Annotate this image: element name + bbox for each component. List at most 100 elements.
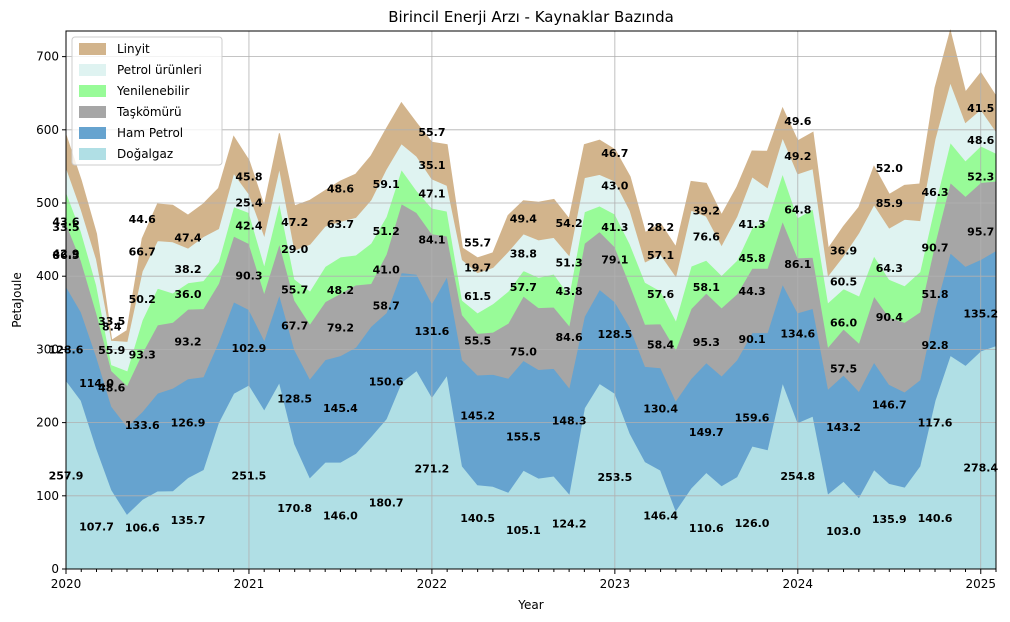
- data-label: 93.3: [129, 349, 156, 362]
- data-label: 46.3: [921, 186, 948, 199]
- data-label: 146.4: [643, 510, 678, 523]
- data-label: 155.5: [506, 431, 541, 444]
- data-label: 49.4: [510, 212, 537, 225]
- data-label: 103.0: [826, 525, 861, 538]
- legend: Linyit Petrol ürünleri Yenilenebilir Taşköm…: [71, 36, 223, 166]
- data-label: 55.7: [464, 237, 491, 250]
- data-label: 25.4: [235, 196, 262, 209]
- data-label: 146.0: [323, 510, 358, 523]
- x-axis-label: Year: [517, 598, 543, 612]
- data-label: 64.3: [876, 262, 903, 275]
- data-label: 105.1: [506, 524, 541, 537]
- x-tick-label: 2021: [234, 577, 265, 591]
- data-label: 33.5: [98, 315, 125, 328]
- data-label: 124.2: [552, 518, 587, 531]
- x-tick-label: 2024: [783, 577, 814, 591]
- data-label: 42.4: [235, 220, 262, 233]
- data-label: 254.8: [780, 470, 815, 483]
- data-labels-group: 43.633.542.986.5128.6257.9114.0107.748.6…: [49, 102, 999, 538]
- legend-label: Ham Petrol: [117, 126, 183, 140]
- data-label: 63.7: [327, 218, 354, 231]
- y-axis-ticks: 0 100 200 300 400 500 600 700: [36, 50, 66, 576]
- data-label: 93.2: [174, 335, 201, 348]
- data-label: 38.2: [174, 263, 201, 276]
- y-axis-label: PetaJoule: [10, 272, 24, 327]
- y-tick-label: 300: [36, 342, 59, 356]
- data-label: 135.7: [171, 514, 206, 527]
- legend-box: [71, 36, 223, 166]
- data-label: 126.0: [735, 517, 770, 530]
- data-label: 29.0: [281, 243, 308, 256]
- data-label: 47.4: [174, 231, 201, 244]
- data-label: 48.6: [967, 134, 994, 147]
- data-label: 36.9: [830, 245, 857, 258]
- data-label: 43.0: [601, 179, 628, 192]
- data-label: 149.7: [689, 426, 724, 439]
- data-label: 19.7: [464, 261, 491, 274]
- data-label: 52.3: [967, 171, 994, 184]
- data-label: 143.2: [826, 421, 861, 434]
- data-label: 49.6: [784, 115, 811, 128]
- data-label: 140.5: [460, 512, 495, 525]
- data-label: 133.6: [125, 419, 160, 432]
- data-label: 95.3: [693, 336, 720, 349]
- data-label: 64.8: [784, 204, 811, 217]
- data-label: 135.2: [963, 308, 998, 321]
- data-label: 128.5: [597, 328, 632, 341]
- data-label: 92.8: [921, 339, 948, 352]
- y-tick-label: 400: [36, 269, 59, 283]
- data-label: 58.7: [373, 299, 400, 312]
- legend-label: Taşkömürü: [116, 105, 182, 119]
- data-label: 114.0: [79, 377, 114, 390]
- data-label: 44.3: [738, 285, 765, 298]
- data-label: 60.5: [830, 275, 857, 288]
- data-label: 58.4: [647, 338, 674, 351]
- data-label: 180.7: [369, 496, 404, 509]
- data-label: 79.2: [327, 321, 354, 334]
- x-tick-label: 2025: [965, 577, 996, 591]
- data-label: 79.1: [601, 253, 628, 266]
- data-label: 48.6: [98, 381, 125, 394]
- data-label: 128.5: [277, 392, 312, 405]
- data-label: 145.2: [460, 409, 495, 422]
- data-label: 135.9: [872, 513, 907, 526]
- data-label: 57.1: [647, 249, 674, 262]
- data-label: 66.0: [830, 316, 857, 329]
- data-label: 134.6: [780, 327, 815, 340]
- data-label: 150.6: [369, 376, 404, 389]
- data-label: 126.9: [171, 417, 206, 430]
- data-label: 117.6: [918, 417, 953, 430]
- data-label: 140.6: [918, 512, 953, 525]
- data-label: 170.8: [277, 502, 312, 515]
- data-label: 43.8: [556, 285, 583, 298]
- data-label: 66.7: [129, 245, 156, 258]
- data-label: 76.6: [693, 231, 720, 244]
- data-label: 107.7: [79, 521, 114, 534]
- legend-swatch: [79, 85, 106, 97]
- data-label: 54.2: [556, 217, 583, 230]
- data-label: 45.8: [738, 252, 765, 265]
- data-label: 106.6: [125, 521, 160, 534]
- data-label: 55.7: [281, 283, 308, 296]
- x-tick-label: 2022: [417, 577, 448, 591]
- data-label: 90.4: [876, 311, 903, 324]
- data-label: 145.4: [323, 402, 358, 415]
- data-label: 84.1: [418, 234, 445, 247]
- data-label: 61.5: [464, 290, 491, 303]
- y-tick-label: 700: [36, 50, 59, 64]
- data-label: 48.6: [327, 182, 354, 195]
- y-tick-label: 100: [36, 489, 59, 503]
- y-tick-label: 500: [36, 196, 59, 210]
- data-label: 90.7: [921, 242, 948, 255]
- data-label: 55.9: [98, 344, 125, 357]
- plot-frame: [65, 30, 997, 570]
- legend-swatch: [79, 148, 106, 160]
- data-label: 159.6: [735, 411, 770, 424]
- y-tick-label: 0: [51, 562, 59, 576]
- data-label: 55.5: [464, 335, 491, 348]
- data-label: 41.0: [373, 264, 400, 277]
- data-label: 41.3: [601, 221, 628, 234]
- data-label: 86.1: [784, 258, 811, 271]
- data-label: 131.6: [415, 325, 450, 338]
